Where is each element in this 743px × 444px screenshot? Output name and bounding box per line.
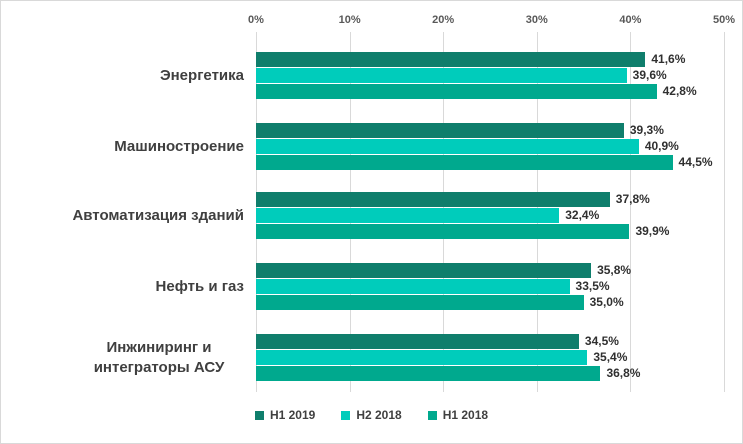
legend-swatch [254,410,264,420]
bar-h1-2019 [256,192,610,207]
category-label-text: Энергетика [159,66,244,84]
value-label: 35,4% [593,350,628,364]
bar-h2-2018 [256,350,588,365]
bar-h1-2019 [256,334,579,349]
category-label: Энергетика [1,65,244,85]
value-label: 44,5% [678,155,713,169]
gridline [630,32,632,392]
category-label-text: Автоматизация зданий [72,206,244,224]
x-axis-tick-label: 20% [432,14,455,26]
legend-label: H1 2019 [269,408,316,422]
bar-h2-2018 [256,139,639,154]
bar-h2-2018 [256,208,560,223]
bar-h1-2019 [256,123,624,138]
legend-item: H2 2018 [341,408,402,422]
value-label: 39,6% [632,68,667,82]
legend-swatch [341,410,351,420]
value-label: 39,9% [635,224,670,238]
x-axis-tick-label: 0% [248,14,264,26]
value-label: 36,8% [606,366,641,380]
bar-h1-2018 [256,84,657,99]
category-label: Автоматизация зданий [1,205,244,225]
value-label: 34,5% [584,334,619,348]
bar-h1-2018 [256,155,673,170]
value-label: 40,9% [644,139,679,153]
value-label: 42,8% [662,84,697,98]
category-label: Машиностроение [1,136,244,156]
legend-label: H2 2018 [356,408,402,422]
category-label-text: Машиностроение [114,137,244,155]
bar-h1-2018 [256,366,601,381]
value-label: 35,0% [589,295,624,309]
category-label-text: Инжиниринг и интеграторы АСУ [93,338,225,376]
x-axis-tick-label: 50% [712,14,736,26]
bar-h1-2018 [256,224,630,239]
bar-h2-2018 [256,68,627,83]
category-label-text: Нефть и газ [155,277,244,295]
x-axis-tick-label: 10% [338,14,361,26]
category-label: Нефть и газ [1,276,244,296]
value-label: 37,8% [615,192,650,206]
value-label: 32,4% [565,208,600,222]
bar-h1-2019 [256,52,646,67]
x-axis-tick-label: 40% [619,14,642,26]
bar-h1-2018 [256,295,584,310]
legend: H1 2019 H2 2018 H1 2018 [1,408,742,422]
value-label: 35,8% [597,263,632,277]
category-label: Инжиниринг и интеграторы АСУ [1,337,244,378]
legend-label: H1 2018 [442,408,489,422]
x-axis-tick-label: 30% [525,14,548,26]
value-label: 39,3% [629,123,664,137]
bar-h1-2019 [256,263,592,278]
legend-swatch [427,410,437,420]
bar-h2-2018 [256,279,570,294]
legend-item: H1 2018 [427,408,489,422]
value-label: 41,6% [651,52,686,66]
gridline [724,32,725,392]
value-label: 33,5% [575,279,610,293]
legend-item: H1 2019 [254,408,316,422]
